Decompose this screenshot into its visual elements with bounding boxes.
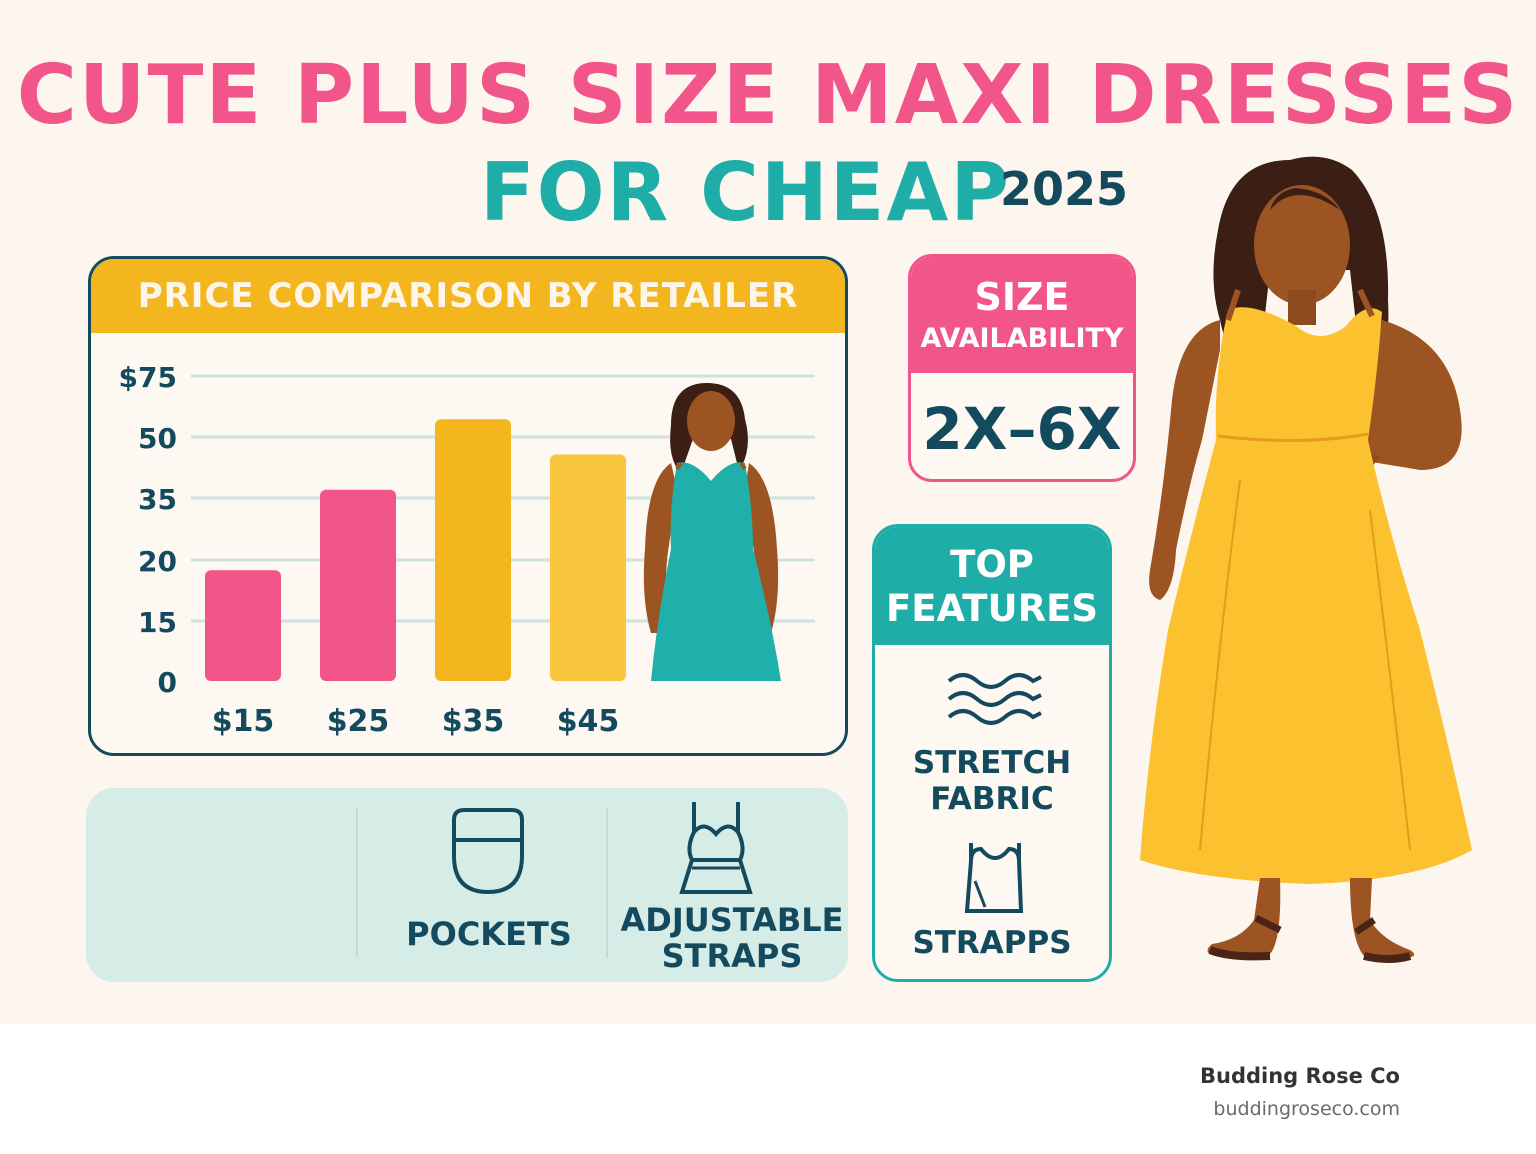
chart-bar bbox=[550, 454, 626, 681]
feature-label-strapps: STRAPPS bbox=[875, 925, 1109, 961]
top-features-header: TOP FEATURES bbox=[875, 527, 1109, 645]
feature-label-line: FABRIC bbox=[930, 781, 1054, 817]
y-tick-label: 20 bbox=[138, 545, 177, 578]
feature-label-stretch-fabric: STRETCH FABRIC bbox=[875, 745, 1109, 817]
size-range-value: 2X–6X bbox=[922, 395, 1122, 463]
pocket-icon bbox=[452, 808, 524, 895]
y-tick-label: 35 bbox=[138, 483, 177, 516]
title-line-1: CUTE PLUS SIZE MAXI DRESSES bbox=[16, 48, 1520, 143]
strap-fabric-icon bbox=[964, 843, 1024, 913]
chart-bar bbox=[205, 570, 281, 681]
x-category-label: $45 bbox=[557, 704, 620, 739]
feature-label-line: STRAPS bbox=[661, 937, 803, 975]
x-category-label: $15 bbox=[212, 704, 275, 739]
features-strip: POCKETS ADJUSTABLE STRAPS bbox=[86, 788, 848, 982]
y-tick-label: 0 bbox=[158, 666, 177, 699]
brand-name: Budding Rose Co bbox=[1199, 1064, 1400, 1088]
feature-label-line: STRETCH bbox=[912, 745, 1072, 781]
size-card-title: SIZE bbox=[974, 275, 1070, 319]
price-bar-chart: $75 50 35 20 15 0 $15 $25 $35 $45 bbox=[119, 361, 815, 739]
infographic-canvas: CUTE PLUS SIZE MAXI DRESSES FOR CHEAP 20… bbox=[0, 0, 1536, 1024]
stretch-wave-icon bbox=[947, 673, 1042, 725]
strip-divider bbox=[606, 808, 608, 958]
y-tick-label: $75 bbox=[119, 361, 177, 394]
x-category-label: $25 bbox=[327, 704, 390, 739]
feature-label-line: POCKETS bbox=[406, 915, 572, 953]
top-features-title-line: TOP bbox=[950, 543, 1034, 586]
top-features-title-line: FEATURES bbox=[885, 587, 1098, 630]
feature-label-line: ADJUSTABLE bbox=[620, 901, 844, 939]
feature-label-pockets: POCKETS bbox=[376, 916, 602, 952]
size-card-header: SIZE AVAILABILITY bbox=[911, 257, 1133, 373]
top-features-card: TOP FEATURES STRETCH FABRIC STRAPPS bbox=[872, 524, 1112, 982]
price-chart-panel: PRICE COMPARISON BY RETAILER $75 50 35 20 15… bbox=[88, 256, 848, 756]
y-tick-label: 50 bbox=[138, 422, 177, 455]
title-line-2: FOR CHEAP bbox=[480, 146, 1011, 239]
feature-label-line: STRAPPS bbox=[912, 925, 1072, 961]
woman-teal-dress-illustration bbox=[643, 383, 781, 681]
chart-title: PRICE COMPARISON BY RETAILER bbox=[91, 259, 845, 333]
feature-label-adjustable-straps: ADJUSTABLE STRAPS bbox=[616, 902, 848, 974]
woman-yellow-dress-illustration bbox=[1140, 156, 1472, 963]
chart-bar bbox=[320, 489, 396, 681]
size-card-subtitle: AVAILABILITY bbox=[920, 323, 1124, 354]
brand-url[interactable]: buddingroseco.com bbox=[1213, 1098, 1400, 1120]
y-tick-label: 15 bbox=[138, 606, 177, 639]
title-year: 2025 bbox=[1000, 162, 1129, 216]
camisole-icon bbox=[679, 802, 753, 894]
size-availability-card: SIZE AVAILABILITY 2X–6X bbox=[908, 254, 1136, 482]
chart-bar bbox=[435, 419, 511, 681]
strip-divider bbox=[356, 808, 358, 958]
x-category-label: $35 bbox=[442, 704, 505, 739]
